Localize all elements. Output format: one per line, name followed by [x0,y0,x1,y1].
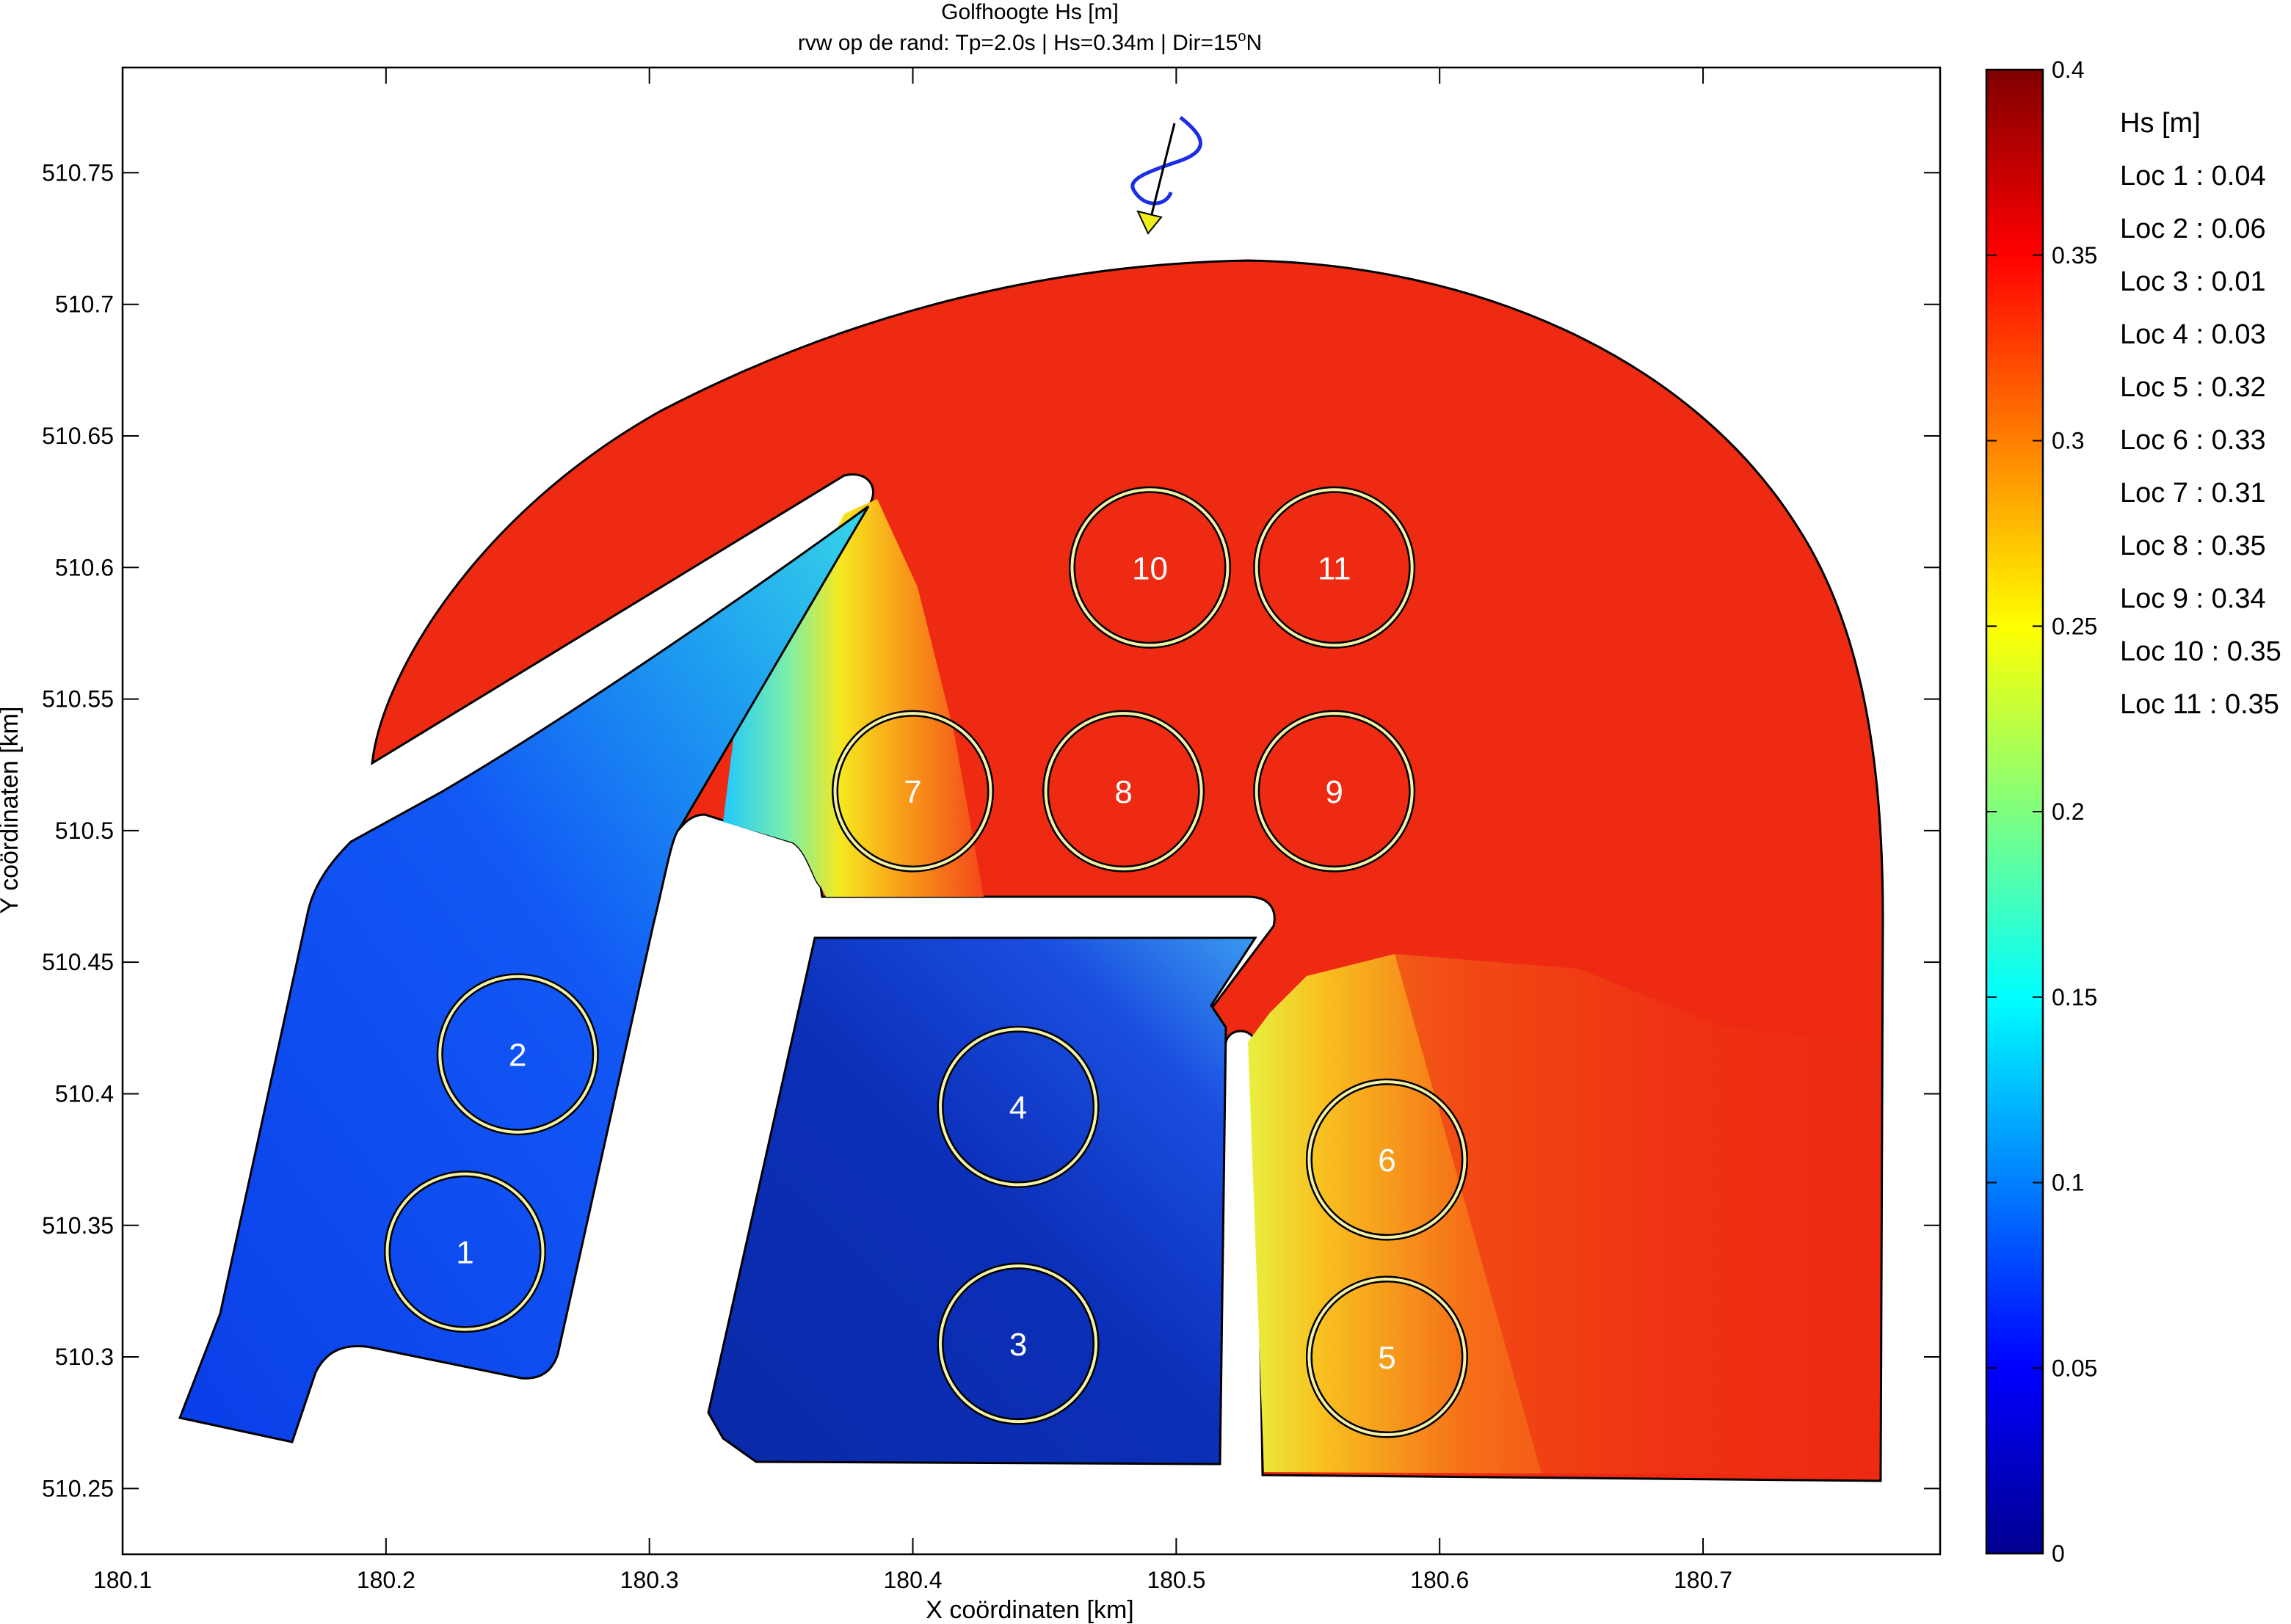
colorbar-tick-label: 0 [2052,1540,2065,1567]
colorbar-tick-label: 0.05 [2052,1355,2097,1381]
colorbar-label: Hs [m] [2120,108,2201,139]
colorbar-tick-label: 0.35 [2052,242,2097,269]
location-circles: 1 2 3 4 5 6 7 8 9 10 11 [383,486,1468,1438]
location-circle [1255,488,1414,647]
y-tick-label: 510.35 [42,1212,114,1239]
x-axis-label: X coördinaten [km] [926,1596,1133,1624]
wedge-transition-region [723,499,984,897]
legend-entry: Loc 7 : 0.31 [2120,478,2266,509]
y-tick-label: 510.7 [55,291,114,318]
location-number: 7 [904,774,921,810]
y-tick-label: 510.6 [55,554,114,580]
colorbar-tick-label: 0.1 [2052,1170,2084,1196]
x-tick-label: 180.3 [620,1567,679,1593]
x-tick-label: 180.1 [93,1567,152,1593]
y-tick-label: 510.25 [42,1475,114,1501]
legend-entry: Loc 4 : 0.03 [2120,319,2266,350]
plot-frame [121,66,1942,1556]
y-axis: 510.25 510.3 510.35 510.4 510.45 510.5 510.55 5… [42,159,1940,1501]
location-number: 8 [1114,774,1132,810]
x-tick-label: 180.4 [883,1567,942,1593]
location-circle [939,1027,1098,1187]
location-number: 1 [456,1235,473,1271]
chart-subtitle: rvw op de rand: Tp=2.0s | Hs=0.34m | Dir… [798,29,1262,55]
location-circle [1070,488,1230,647]
y-tick-label: 510.65 [42,423,114,449]
location-legend: Loc 1 : 0.04 Loc 2 : 0.06 Loc 3 : 0.01 Loc … [2120,161,2281,720]
y-tick-label: 510.55 [42,686,114,713]
x-tick-label: 180.2 [357,1567,415,1593]
location-circle [939,1264,1098,1424]
legend-entry: Loc 10 : 0.35 [2120,636,2281,667]
location-circle [385,1172,545,1331]
location-number: 11 [1318,550,1351,586]
central-harbor-region [707,936,1257,1465]
location-circle [1307,1080,1467,1239]
y-tick-label: 510.3 [55,1344,114,1370]
colorbar-tick-label: 0.25 [2052,613,2097,639]
legend-entry: Loc 5 : 0.32 [2120,372,2266,403]
y-tick-label: 510.45 [42,949,114,975]
x-axis: 180.1 180.2 180.3 180.4 180.5 180.6 180.7 [93,68,1732,1593]
colorbar-tick-label: 0.2 [2052,798,2084,825]
chart-title: Golfhoogte Hs [m] [941,0,1119,24]
legend-entry: Loc 2 : 0.06 [2120,214,2266,244]
location-number: 5 [1378,1340,1395,1376]
wave-direction-icon [1130,116,1202,235]
location-number: 3 [1009,1327,1027,1363]
location-circle [1044,712,1203,871]
y-tick-label: 510.5 [55,818,114,844]
location-number: 9 [1325,774,1343,810]
y-tick-label: 510.4 [55,1080,114,1107]
legend-entry: Loc 6 : 0.33 [2120,425,2266,456]
location-number: 2 [509,1038,526,1074]
east-red-overlay [1395,954,1868,1475]
legend-entry: Loc 3 : 0.01 [2120,266,2266,297]
location-circle [1307,1278,1467,1437]
y-axis-label: Y coördinaten [km] [0,707,23,914]
x-tick-label: 180.5 [1147,1567,1205,1593]
legend-entry: Loc 11 : 0.35 [2120,689,2279,720]
colorbar-tick-label: 0.15 [2052,984,2097,1011]
legend-entry: Loc 1 : 0.04 [2120,161,2266,192]
colorbar-ticks: 0 0.05 0.1 0.15 0.2 0.25 0.3 0.35 0.4 [1986,57,2097,1567]
location-number: 4 [1009,1090,1027,1126]
x-tick-label: 180.7 [1674,1567,1732,1593]
location-number: 10 [1132,550,1168,586]
location-circle [438,975,598,1134]
location-circle [1255,712,1414,871]
location-number: 6 [1378,1143,1395,1179]
colorbar-tick-label: 0.4 [2052,57,2084,83]
x-tick-label: 180.6 [1410,1567,1469,1593]
legend-entry: Loc 8 : 0.35 [2120,531,2266,561]
y-tick-label: 510.75 [42,159,114,186]
colorbar-tick-label: 0.3 [2052,428,2084,454]
location-circle [833,712,992,871]
legend-entry: Loc 9 : 0.34 [2120,583,2266,614]
